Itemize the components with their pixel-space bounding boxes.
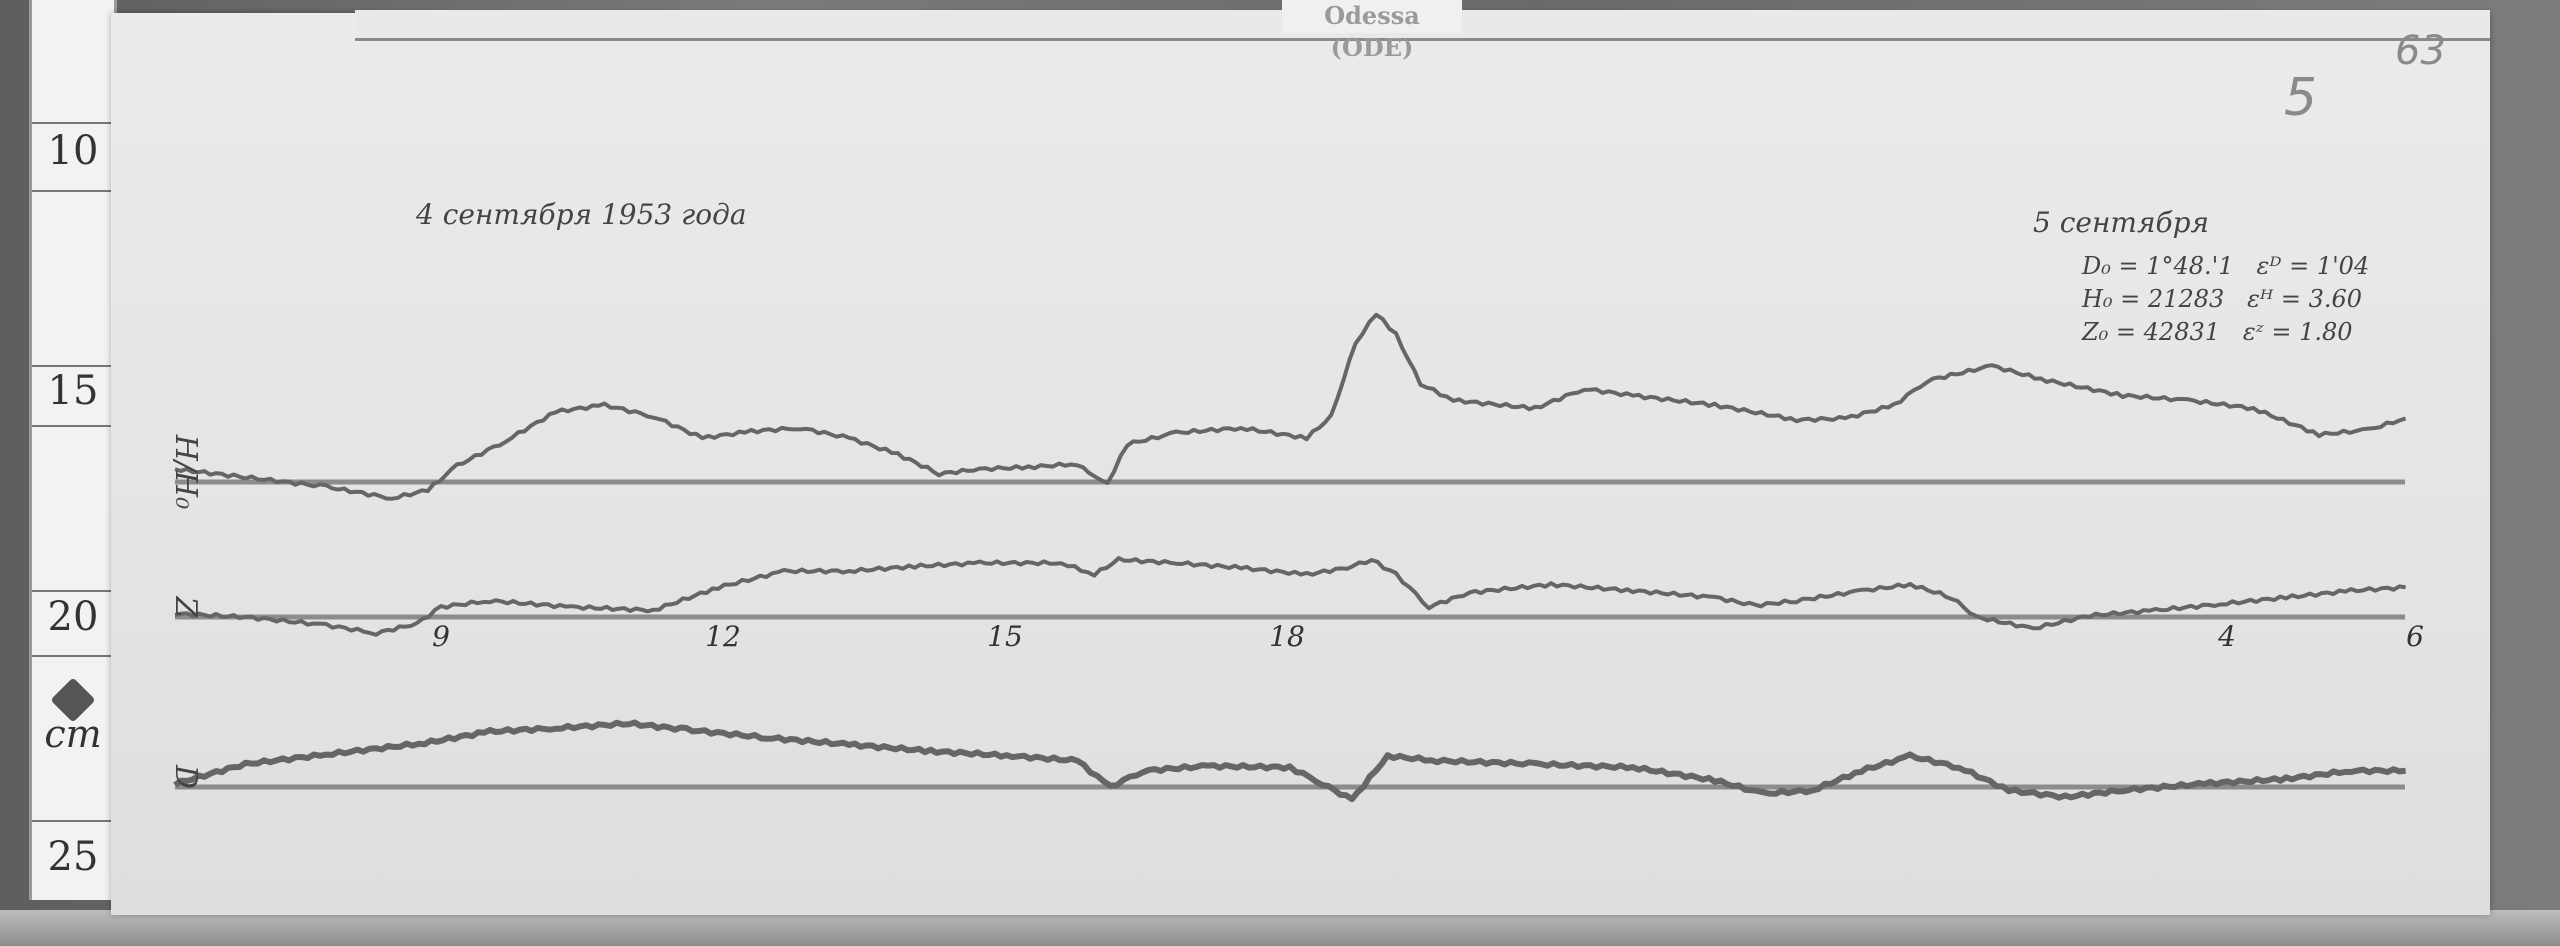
ruler-label: 15 — [47, 368, 99, 414]
ruler-label: 20 — [47, 594, 99, 640]
ruler-unit: cm — [44, 712, 102, 756]
ruler-tick — [32, 655, 114, 657]
trace-h — [174, 312, 2407, 501]
ruler-tick — [32, 820, 114, 822]
scale-value: εᴰ = 1'04 — [2256, 252, 2370, 280]
base-value: Z₀ = 42831 — [2082, 318, 2221, 346]
ruler-tick — [32, 365, 114, 367]
x-tick-label: 4 — [2217, 620, 2236, 653]
trace-z — [174, 556, 2406, 637]
x-tick-label: 12 — [705, 620, 741, 653]
end-date: 5 сентября — [2033, 206, 2210, 239]
scale-value: εᴴ = 3.60 — [2247, 285, 2363, 313]
trace-d — [173, 719, 2406, 803]
sheet-number: 63 — [2395, 28, 2446, 74]
x-tick-label: 6 — [2406, 620, 2424, 653]
ruler-tick — [32, 425, 114, 427]
x-tick-label: 15 — [987, 620, 1023, 653]
start-date: 4 сентября 1953 года — [416, 198, 747, 231]
magnetogram-sheet — [111, 13, 2490, 915]
ruler-label: 25 — [47, 834, 99, 880]
constant-z: Z₀ = 42831 εᶻ = 1.80 — [2082, 318, 2353, 346]
x-tick-label: 18 — [1269, 620, 1305, 653]
series-label-h: H/H₀ — [168, 434, 203, 509]
constant-h: H₀ = 21283 εᴴ = 3.60 — [2082, 285, 2362, 313]
ruler: 10 15 20 cm 25 — [29, 0, 117, 900]
constant-d: D₀ = 1°48.'1 εᴰ = 1'04 — [2082, 252, 2369, 280]
x-tick-label: 9 — [432, 620, 450, 653]
scale-value: εᶻ = 1.80 — [2242, 318, 2353, 346]
ruler-tick — [32, 190, 114, 192]
ruler-tick — [32, 122, 114, 124]
bottom-frame — [0, 910, 2560, 946]
station-tag: Odessa (ODE) — [1282, 0, 1462, 62]
base-value: H₀ = 21283 — [2082, 285, 2225, 313]
series-label-d: D — [168, 764, 203, 789]
ruler-tick — [32, 590, 114, 592]
ruler-label: 10 — [47, 128, 99, 174]
series-label-z: Z — [168, 596, 203, 619]
base-value: D₀ = 1°48.'1 — [2082, 252, 2234, 280]
pencil-mark: 5 — [2284, 68, 2318, 128]
